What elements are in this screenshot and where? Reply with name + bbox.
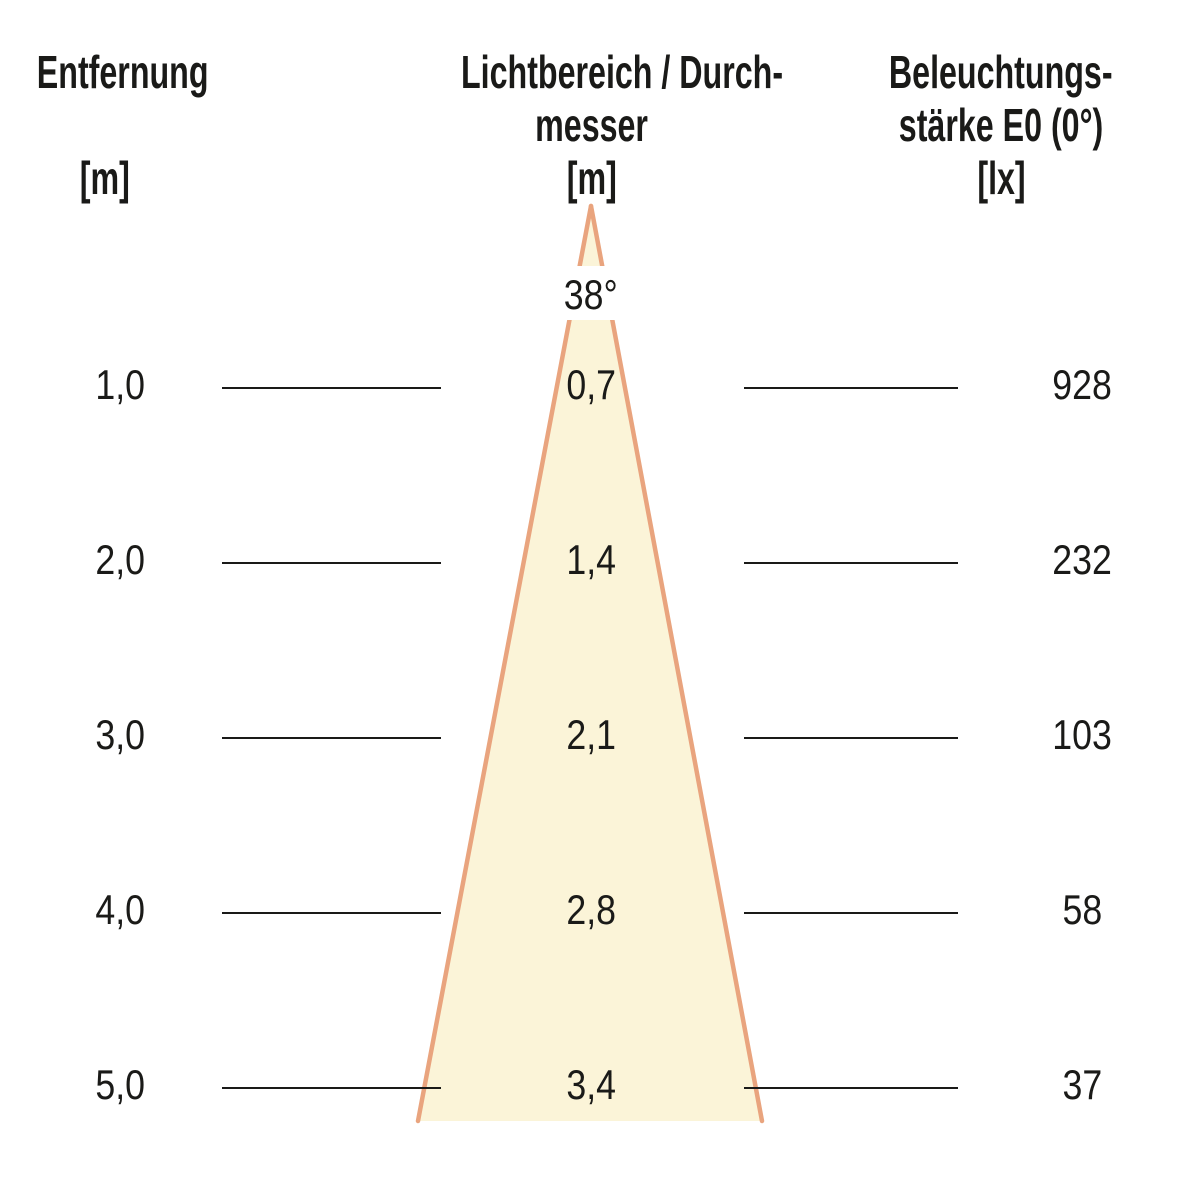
diameter-value: 0,7 bbox=[511, 364, 671, 406]
diameter-value: 1,4 bbox=[511, 539, 671, 581]
diameter-text: 2,8 bbox=[566, 886, 616, 933]
illuminance-value: 232 bbox=[1002, 539, 1162, 581]
header-line: Entfernung bbox=[36, 46, 209, 98]
column-header-distance: Entfernung [m] bbox=[0, 46, 210, 205]
illuminance-text: 103 bbox=[1052, 711, 1112, 758]
distance-value: 1,0 bbox=[40, 364, 200, 406]
header-line: Lichtbereich / Durch- bbox=[461, 46, 784, 98]
header-unit: [m] bbox=[566, 152, 618, 204]
distance-text: 1,0 bbox=[95, 361, 145, 408]
distance-value: 5,0 bbox=[40, 1064, 200, 1106]
distance-text: 3,0 bbox=[95, 711, 145, 758]
column-header-illuminance: Beleuchtungs- stärke E0 (0°) [lx] bbox=[841, 46, 1161, 205]
beam-angle-value: 38° bbox=[563, 271, 618, 318]
illuminance-value: 928 bbox=[1002, 364, 1162, 406]
distance-value: 2,0 bbox=[40, 539, 200, 581]
beam-angle-label: 38° bbox=[511, 274, 671, 316]
distance-text: 5,0 bbox=[95, 1061, 145, 1108]
distance-value: 4,0 bbox=[40, 889, 200, 931]
illuminance-text: 928 bbox=[1052, 361, 1112, 408]
illuminance-value: 58 bbox=[1002, 889, 1162, 931]
diameter-text: 2,1 bbox=[566, 711, 616, 758]
beam-angle-label-backdrop bbox=[538, 266, 644, 320]
illuminance-value: 103 bbox=[1002, 714, 1162, 756]
diameter-text: 0,7 bbox=[566, 361, 616, 408]
illuminance-text: 58 bbox=[1062, 886, 1102, 933]
illuminance-value: 37 bbox=[1002, 1064, 1162, 1106]
diameter-text: 1,4 bbox=[566, 536, 616, 583]
distance-text: 2,0 bbox=[95, 536, 145, 583]
diameter-text: 3,4 bbox=[566, 1061, 616, 1108]
cone-edge-right bbox=[588, 203, 765, 1124]
column-header-beam-diameter: Lichtbereich / Durch- messer [m] bbox=[392, 46, 792, 205]
header-line: Beleuchtungs- bbox=[889, 46, 1113, 98]
header-line: messer bbox=[535, 99, 649, 151]
header-line: stärke E0 (0°) bbox=[898, 99, 1104, 151]
diameter-value: 2,1 bbox=[511, 714, 671, 756]
diameter-value: 3,4 bbox=[511, 1064, 671, 1106]
cone-edge-left bbox=[415, 203, 594, 1124]
header-unit: [m] bbox=[79, 152, 131, 204]
illuminance-text: 37 bbox=[1062, 1061, 1102, 1108]
diameter-value: 2,8 bbox=[511, 889, 671, 931]
illuminance-text: 232 bbox=[1052, 536, 1112, 583]
distance-value: 3,0 bbox=[40, 714, 200, 756]
header-unit: [lx] bbox=[976, 152, 1026, 204]
light-cone-fill bbox=[418, 206, 762, 1121]
distance-text: 4,0 bbox=[95, 886, 145, 933]
